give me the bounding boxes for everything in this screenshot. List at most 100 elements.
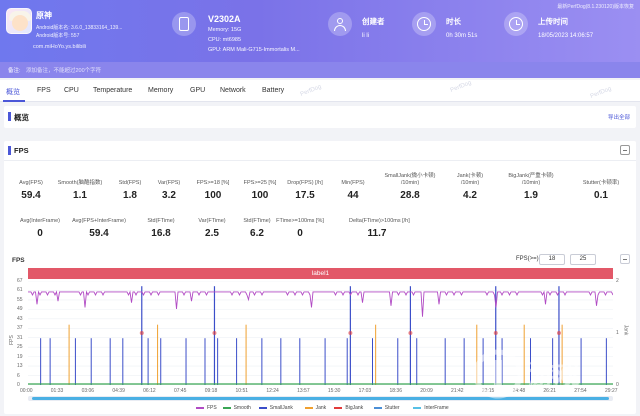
x-tick-label: 06:12 — [143, 388, 156, 394]
upload-label: 上传时间 — [538, 17, 568, 26]
watermark-logo: 游戏 — [473, 349, 580, 399]
chart-title: FPS — [12, 257, 25, 264]
stat-row1-5: FPS>=25 [%] 100 — [232, 180, 288, 201]
collapse-button[interactable] — [620, 145, 630, 155]
stat-value: 0.1 — [594, 190, 608, 201]
legend-item[interactable]: Smooth — [222, 405, 251, 411]
stat-value: 1.1 — [73, 190, 87, 201]
x-tick-label: 10:51 — [235, 388, 249, 394]
legend-item[interactable]: SmallJank — [258, 405, 293, 411]
fps-chart[interactable] — [28, 281, 613, 385]
stat-row1-4: FPS>=18 [%] 100 — [185, 180, 241, 201]
device-cpu: CPU: mt6985 — [208, 37, 242, 43]
threshold-input-1[interactable]: 18 — [539, 254, 565, 265]
app-name: 原神 — [36, 11, 52, 20]
x-tick-label: 18:36 — [389, 388, 402, 394]
stat-value: 28.8 — [400, 190, 420, 201]
legend-item[interactable]: Jank — [304, 405, 326, 411]
x-tick-label: 20:09 — [420, 388, 433, 394]
stat-label: Avg(FPS+InterFrame) — [72, 218, 126, 224]
legend-label: BigJank — [345, 405, 364, 411]
clock-icon — [412, 12, 436, 36]
legend-label: SmallJank — [269, 405, 293, 411]
stat-label: Std(FTime) — [147, 218, 175, 224]
export-all-link[interactable]: 导出全部 — [607, 115, 630, 121]
legend-swatch — [222, 406, 231, 409]
timeline-scroll-thumb[interactable] — [32, 397, 609, 400]
big-jank-point — [348, 331, 353, 335]
stat-label: SmallJank(微小卡顿) — [384, 173, 436, 179]
y-right-tick-label: 0 — [616, 382, 619, 388]
stat-label: /10min) — [400, 180, 420, 186]
section-marker — [8, 112, 11, 121]
stat-label: Std(FTime) — [243, 218, 271, 224]
stat-label: Avg(InterFrame) — [20, 218, 60, 224]
legend-item[interactable]: BigJank — [334, 405, 363, 411]
note-label: 备注: — [8, 68, 21, 74]
y-tick-label: 13 — [17, 363, 23, 370]
y-tick-label: 55 — [17, 296, 23, 303]
device-name: V2302A — [208, 14, 241, 24]
threshold-input-2[interactable]: 25 — [570, 254, 596, 265]
stat-label: FTime>=100ms [%] — [276, 218, 324, 224]
x-tick-label: 27:54 — [574, 388, 587, 394]
y-right-tick-label: 1 — [616, 330, 619, 336]
upload-value: 18/05/2023 14:06:57 — [538, 33, 594, 39]
overview-title: 概览 — [14, 113, 29, 122]
stat-row1-2: Std(FPS) 1.8 — [102, 180, 158, 201]
tab-fps[interactable]: FPS — [37, 87, 51, 94]
report-header: 最新PerfDog(8.1.230120)版本恢复 原神 Android版本名:… — [0, 0, 640, 62]
y-tick-label: 19 — [17, 353, 23, 360]
upload-clock-icon — [504, 12, 528, 36]
tab-memory[interactable]: Memory — [148, 87, 174, 94]
legend-swatch — [334, 406, 343, 409]
stat-label: BigJank(严重卡顿) — [508, 173, 554, 179]
legend-item[interactable]: FPS — [196, 405, 217, 411]
legend-label: Smooth — [233, 405, 251, 411]
y-tick-label: 61 — [17, 287, 23, 294]
version-note[interactable]: 最新PerfDog(8.1.230120)版本恢复 — [557, 4, 634, 10]
stat-label: Min(FPS) — [341, 180, 365, 186]
device-gpu: GPU: ARM Mali-G715-Immortalis M... — [208, 47, 300, 53]
stat-label: Var(FPS) — [157, 180, 181, 186]
legend-item[interactable]: Stutter — [373, 405, 400, 411]
creator-value: li li — [362, 33, 369, 39]
stat-label: FPS>=25 [%] — [243, 180, 277, 186]
stat-label: /10min) — [460, 180, 480, 186]
stat-value: 16.8 — [151, 228, 171, 239]
legend-item[interactable]: InterFrame — [413, 405, 449, 411]
stat-row1-9: Jank(卡顿)/10min) 4.2 — [442, 173, 498, 201]
big-jank-point — [493, 331, 498, 335]
tab-temperature[interactable]: Temperature — [93, 87, 133, 94]
stat-row2-2: Std(FTime) 16.8 — [133, 218, 189, 239]
stat-label: Drop(FPS) [/h] — [287, 180, 323, 186]
x-tick-label: 21:42 — [451, 388, 464, 394]
x-tick-label: 03:06 — [81, 388, 95, 394]
tab-gpu[interactable]: GPU — [190, 87, 206, 94]
stat-row1-8: SmallJank(微小卡顿)/10min) 28.8 — [382, 173, 438, 201]
stat-row1-11: Stutter(卡顿率) 0.1 — [573, 180, 629, 201]
timeline-scrollbar[interactable] — [28, 396, 613, 401]
y-tick-label: 31 — [17, 334, 23, 341]
big-jank-point — [139, 331, 144, 335]
watermark: PerfDog — [449, 80, 473, 94]
stat-row1-1: Smooth(脑酷指数) 1.1 — [52, 180, 108, 201]
x-tick-label: 24:48 — [512, 388, 526, 394]
tab-cpu[interactable]: CPU — [64, 87, 79, 94]
stat-value: 59.4 — [89, 228, 109, 239]
phone-icon — [172, 12, 196, 36]
tab-network[interactable]: Network — [220, 87, 246, 94]
legend-swatch — [258, 406, 267, 409]
x-tick-label: 29:27 — [605, 388, 618, 394]
note-input[interactable]: 添加备注，不能超过200个字符 — [26, 68, 102, 74]
legend-label: FPS — [207, 405, 217, 411]
section-marker — [8, 146, 11, 155]
label-band[interactable]: label1 — [28, 268, 613, 279]
tab-battery[interactable]: Battery — [262, 87, 285, 94]
stat-label: Jank(卡顿) — [456, 173, 484, 179]
fps-panel: FPS Avg(FPS) 59.4 Smooth(脑酷指数) 1.1 Std(FPS) 1… — [4, 141, 636, 414]
stat-label: Var(FTime) — [198, 218, 226, 224]
chart-options-button[interactable] — [620, 254, 630, 264]
tab-overview[interactable]: 概览 — [6, 89, 20, 96]
x-tick-label: 26:21 — [543, 388, 556, 394]
